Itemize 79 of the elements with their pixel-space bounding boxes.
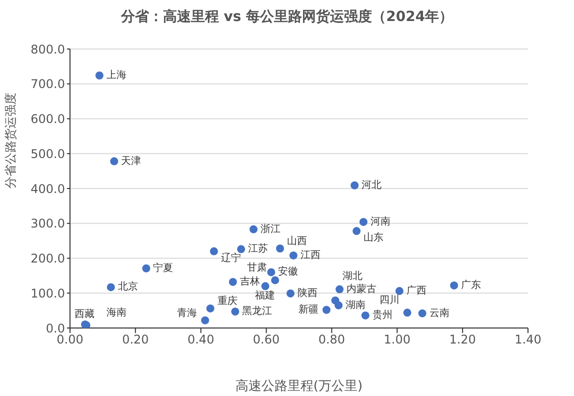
point <box>403 308 412 317</box>
point <box>228 278 237 286</box>
point <box>361 311 370 320</box>
annotation: 福建 <box>254 290 275 302</box>
point <box>271 276 280 284</box>
point <box>289 251 298 260</box>
point <box>250 225 258 234</box>
annotation: 河南 <box>370 215 390 228</box>
x-tick-label: 0.60 <box>252 332 280 347</box>
annotation: 江西 <box>300 248 320 261</box>
annotation: 新疆 <box>298 303 318 316</box>
point <box>206 304 214 312</box>
point <box>267 268 276 276</box>
x-tick-label: 0.00 <box>56 332 84 347</box>
point <box>336 285 344 294</box>
annotation: 北京 <box>118 280 138 293</box>
y-tick-label: 700.0 <box>30 77 65 92</box>
annotation: 黑龙江 <box>242 305 272 318</box>
point <box>95 72 104 80</box>
point <box>352 227 361 236</box>
x-tick-label: 0.20 <box>122 332 149 347</box>
x-axis-title: 高速公路里程(万公里) <box>235 378 363 394</box>
y-tick-label: 100.0 <box>30 286 65 300</box>
annotation: 吉林 <box>240 275 260 288</box>
annotation: 湖北 <box>342 270 362 282</box>
point <box>106 283 115 292</box>
y-tick-label: 600.0 <box>30 112 65 126</box>
annotation: 山东 <box>364 232 384 244</box>
annotation: 辽宁 <box>220 252 241 264</box>
chart-title: 分省：高速里程 vs 每公里路网货运强度（2024年） <box>120 8 454 26</box>
annotation: 陕西 <box>297 286 318 299</box>
x-tick-label: 1.00 <box>384 332 410 347</box>
annotation: 广东 <box>461 278 482 291</box>
point <box>322 306 330 314</box>
point <box>286 289 294 298</box>
point <box>418 309 426 318</box>
annotation: 四川 <box>379 294 400 306</box>
annotation: 浙江 <box>260 222 281 235</box>
annotation: 内蒙古 <box>346 282 377 295</box>
annotation: 湖南 <box>346 298 366 311</box>
annotation: 青海 <box>177 306 198 319</box>
annotation: 贵州 <box>372 308 392 321</box>
annotation: 江苏 <box>248 242 268 255</box>
point <box>210 247 218 256</box>
x-tick-label: 1.40 <box>514 332 542 347</box>
annotation: 海南 <box>106 306 126 319</box>
point <box>276 244 284 252</box>
y-tick-label: 300.0 <box>30 216 65 231</box>
annotation: 西藏 <box>74 308 95 320</box>
point <box>334 301 343 310</box>
point <box>359 218 368 226</box>
annotation: 上海 <box>106 69 126 82</box>
y-tick-label: 800.0 <box>30 42 65 56</box>
x-tick-label: 1.20 <box>449 332 476 347</box>
annotation: 重庆 <box>217 294 238 307</box>
annotation: 山西 <box>287 234 308 247</box>
point <box>350 181 359 190</box>
point <box>231 308 240 316</box>
y-tick-label: 0.0 <box>46 321 65 336</box>
point <box>261 282 270 290</box>
point <box>395 287 404 296</box>
point <box>201 316 210 324</box>
y-tick-label: 500.0 <box>30 146 65 161</box>
annotation: 甘肃 <box>247 262 268 274</box>
y-axis-title: 分省公路货运强度 <box>3 92 18 188</box>
annotation: 广西 <box>406 284 426 297</box>
annotation: 云南 <box>429 306 450 319</box>
annotation: 宁夏 <box>153 262 174 274</box>
y-tick-label: 200.0 <box>30 252 65 266</box>
x-tick-label: 0.40 <box>188 332 214 347</box>
point <box>237 245 246 254</box>
annotation: 天津 <box>121 154 142 167</box>
x-tick-label: 0.80 <box>318 332 346 347</box>
point <box>450 281 458 290</box>
y-tick-label: 400.0 <box>30 182 65 196</box>
point <box>110 157 118 166</box>
annotation: 安徽 <box>278 266 298 278</box>
point <box>142 264 150 272</box>
annotation: 河北 <box>362 178 382 191</box>
